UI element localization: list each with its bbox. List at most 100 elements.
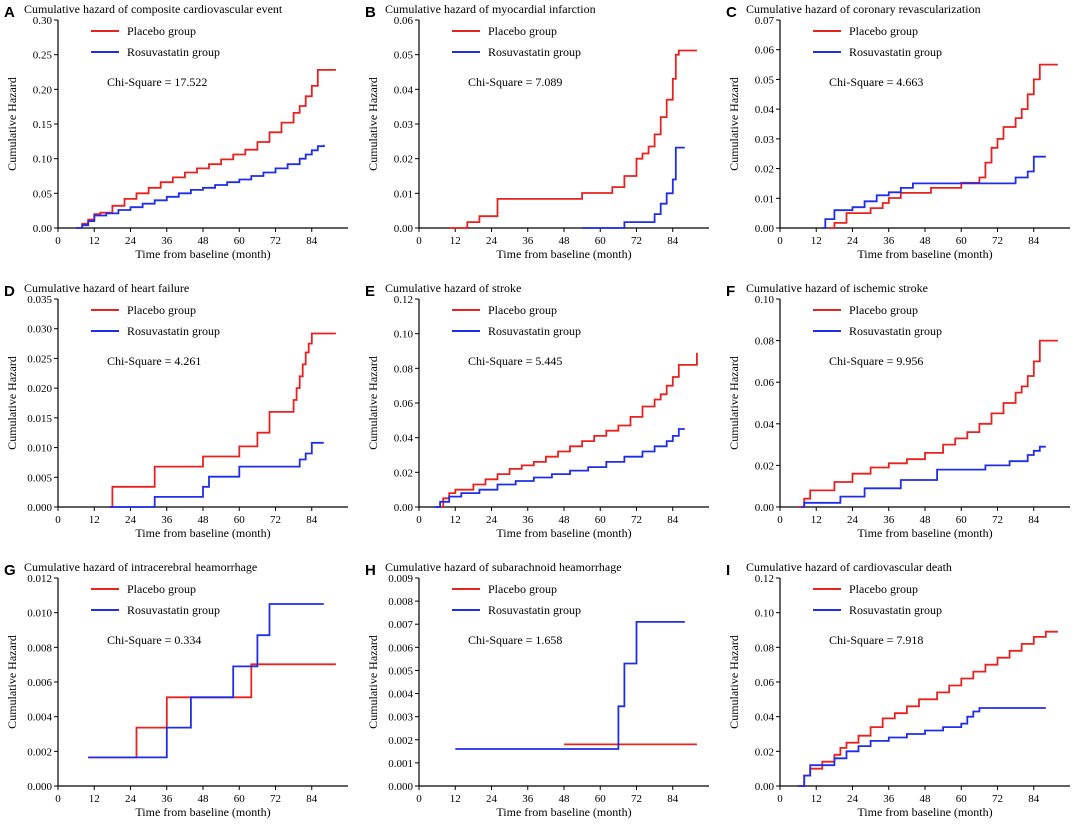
- chart-panel-c: C Cumulative hazard of coronary revascula…: [722, 0, 1083, 279]
- chi-square-annotation: Chi-Square = 4.663: [829, 75, 923, 89]
- x-tick-label: 72: [992, 793, 1003, 805]
- y-tick-label: 0.08: [755, 642, 775, 654]
- x-tick-label: 84: [1028, 235, 1040, 247]
- y-axis-label: Cumulative Hazard: [727, 635, 741, 729]
- y-tick-label: 0.06: [755, 377, 775, 389]
- x-tick-label: 48: [559, 235, 571, 247]
- series-line-placebo: [88, 663, 336, 759]
- y-tick-label: 0.12: [755, 573, 774, 585]
- y-tick-label: 0.005: [388, 665, 413, 677]
- chart-panel-e: E Cumulative hazard of stroke 0.00 0.02 0.04…: [361, 279, 722, 558]
- panel-label: B: [365, 4, 376, 21]
- panel-label: G: [4, 562, 16, 579]
- x-tick-label: 24: [125, 235, 137, 247]
- chart-svg: C Cumulative hazard of coronary revascula…: [726, 2, 1070, 261]
- legend-label-placebo: Placebo group: [849, 582, 918, 596]
- series-line-placebo: [109, 332, 336, 508]
- x-tick-label: 84: [1028, 793, 1040, 805]
- x-tick-label: 12: [811, 235, 822, 247]
- x-tick-label: 48: [198, 235, 210, 247]
- x-tick-label: 48: [198, 793, 210, 805]
- legend-label-placebo: Placebo group: [488, 303, 557, 317]
- y-tick-label: 0.03: [394, 119, 414, 131]
- y-tick-label: 0.000: [388, 781, 413, 793]
- y-tick-label: 0.04: [755, 419, 775, 431]
- x-tick-label: 24: [486, 514, 498, 526]
- y-tick-label: 0.20: [33, 84, 53, 96]
- y-tick-label: 0.06: [394, 15, 414, 27]
- y-tick-label: 0.30: [33, 15, 53, 27]
- chart-svg: H Cumulative hazard of subarachnoid heamo…: [365, 560, 709, 819]
- series-line-placebo: [437, 352, 698, 508]
- chart-title: Cumulative hazard of heart failure: [24, 281, 189, 295]
- series-line-rosuvastatin: [582, 146, 685, 229]
- x-tick-label: 60: [956, 793, 968, 805]
- x-axis-label: Time from baseline (month): [857, 247, 992, 261]
- y-tick-label: 0.004: [27, 712, 52, 724]
- x-tick-label: 60: [956, 514, 968, 526]
- chart-title: Cumulative hazard of composite cardiovas…: [24, 2, 283, 16]
- x-tick-label: 60: [234, 235, 246, 247]
- chart-panel-g: G Cumulative hazard of intracerebral heam…: [0, 558, 361, 837]
- x-tick-label: 36: [883, 235, 895, 247]
- chart-svg: E Cumulative hazard of stroke 0.00 0.02 0.04…: [365, 281, 709, 540]
- y-tick-label: 0.035: [27, 294, 52, 306]
- x-tick-label: 72: [631, 514, 642, 526]
- y-tick-label: 0.04: [755, 104, 775, 116]
- chi-square-annotation: Chi-Square = 7.089: [468, 75, 562, 89]
- chart-title: Cumulative hazard of cardiovascular deat…: [746, 560, 952, 574]
- x-tick-label: 72: [992, 514, 1003, 526]
- x-tick-label: 12: [450, 514, 461, 526]
- chi-square-annotation: Chi-Square = 7.918: [829, 633, 923, 647]
- x-tick-label: 12: [89, 235, 100, 247]
- x-tick-label: 84: [667, 793, 679, 805]
- legend-label-placebo: Placebo group: [488, 24, 557, 38]
- series-line-rosuvastatin: [801, 445, 1046, 508]
- x-tick-label: 24: [847, 235, 859, 247]
- y-tick-label: 0.007: [388, 619, 413, 631]
- legend-label-placebo: Placebo group: [488, 582, 557, 596]
- chart-title: Cumulative hazard of intracerebral heamo…: [24, 560, 257, 574]
- chart-svg: B Cumulative hazard of myocardial infarct…: [365, 2, 709, 261]
- y-tick-label: 0.009: [388, 573, 413, 585]
- y-tick-label: 0.008: [388, 596, 413, 608]
- x-tick-label: 0: [416, 793, 422, 805]
- panel-label: C: [726, 4, 737, 21]
- chart-svg: D Cumulative hazard of heart failure 0.000…: [4, 281, 348, 540]
- x-tick-label: 36: [883, 514, 895, 526]
- legend-label-placebo: Placebo group: [127, 24, 196, 38]
- y-axis-label: Cumulative Hazard: [366, 356, 380, 450]
- panel-label: H: [365, 562, 376, 579]
- x-tick-label: 24: [847, 514, 859, 526]
- y-tick-label: 0.001: [388, 758, 413, 770]
- legend-label-placebo: Placebo group: [849, 24, 918, 38]
- x-tick-label: 12: [89, 514, 100, 526]
- y-tick-label: 0.08: [394, 363, 414, 375]
- y-tick-label: 0.00: [33, 223, 53, 235]
- chart-title: Cumulative hazard of myocardial infarcti…: [385, 2, 596, 16]
- series-line-rosuvastatin: [434, 428, 685, 508]
- chart-svg: A Cumulative hazard of composite cardiova…: [4, 2, 348, 261]
- series-line-rosuvastatin: [76, 144, 325, 229]
- y-tick-label: 0.02: [755, 460, 774, 472]
- y-tick-label: 0.04: [394, 433, 414, 445]
- y-tick-label: 0.00: [755, 502, 775, 514]
- y-tick-label: 0.000: [27, 781, 52, 793]
- x-tick-label: 60: [956, 235, 968, 247]
- y-tick-label: 0.02: [394, 467, 413, 479]
- series-line-rosuvastatin: [798, 707, 1046, 787]
- x-tick-label: 48: [920, 514, 932, 526]
- x-tick-label: 0: [55, 793, 61, 805]
- y-tick-label: 0.15: [33, 119, 53, 131]
- y-tick-label: 0.10: [394, 329, 414, 341]
- x-tick-label: 0: [416, 514, 422, 526]
- panel-label: E: [365, 283, 375, 300]
- series-line-placebo: [798, 339, 1058, 508]
- x-tick-label: 36: [161, 514, 173, 526]
- y-axis-label: Cumulative Hazard: [366, 635, 380, 729]
- legend-label-rosuvastatin: Rosuvastatin group: [488, 45, 581, 59]
- y-tick-label: 0.00: [394, 502, 414, 514]
- y-tick-label: 0.02: [755, 164, 774, 176]
- panel-label: I: [726, 562, 730, 579]
- chi-square-annotation: Chi-Square = 4.261: [107, 354, 201, 368]
